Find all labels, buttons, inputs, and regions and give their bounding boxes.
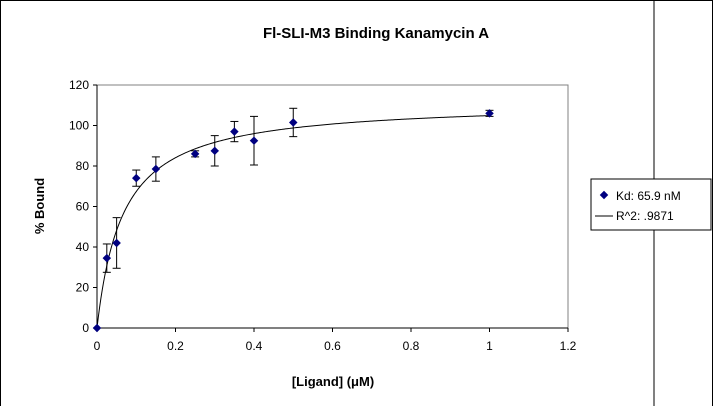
x-tick-label: 0.2	[167, 339, 184, 353]
y-tick-label: 0	[82, 321, 89, 335]
data-point	[151, 164, 161, 174]
y-axis-label: % Bound	[32, 178, 47, 234]
data-point	[102, 253, 112, 263]
data-points	[92, 109, 494, 333]
y-tick-label: 40	[76, 240, 90, 254]
y-tick-label: 120	[69, 78, 89, 92]
data-point	[132, 173, 141, 183]
data-point	[210, 146, 219, 156]
legend-box	[590, 178, 712, 231]
data-point	[230, 127, 239, 136]
data-point	[485, 109, 494, 118]
x-tick-label: 1	[486, 339, 493, 353]
x-tick-label: 0.6	[324, 339, 341, 353]
y-tick-label: 20	[76, 281, 90, 295]
y-tick-label: 60	[76, 200, 90, 214]
y-axis-ticks: 0 20 40 60 80 100 120	[69, 78, 97, 335]
data-point	[112, 238, 121, 248]
legend: Kd: 65.9 nM R^2: .9871	[590, 178, 712, 231]
plot-area	[96, 84, 569, 329]
y-tick-label: 100	[69, 119, 89, 133]
data-point	[289, 118, 298, 127]
error-bars	[102, 107, 494, 273]
chart-title: Fl-SLI-M3 Binding Kanamycin A	[263, 25, 489, 42]
y-tick-label: 80	[76, 159, 90, 173]
legend-series-label: Kd: 65.9 nM	[616, 189, 681, 203]
data-point	[92, 323, 102, 333]
x-tick-label: 0.8	[403, 339, 420, 353]
fit-curve	[96, 115, 490, 329]
legend-fit-label: R^2: .9871	[616, 209, 674, 223]
x-axis-label: [Ligand] (μM)	[292, 374, 374, 389]
x-tick-label: 0.4	[246, 339, 263, 353]
data-point	[190, 149, 200, 159]
x-tick-label: 1.2	[560, 339, 577, 353]
x-axis-ticks: 0 0.2 0.4 0.6 0.8 1 1.2	[94, 328, 577, 353]
x-tick-label: 0	[94, 339, 101, 353]
data-point	[249, 136, 259, 145]
